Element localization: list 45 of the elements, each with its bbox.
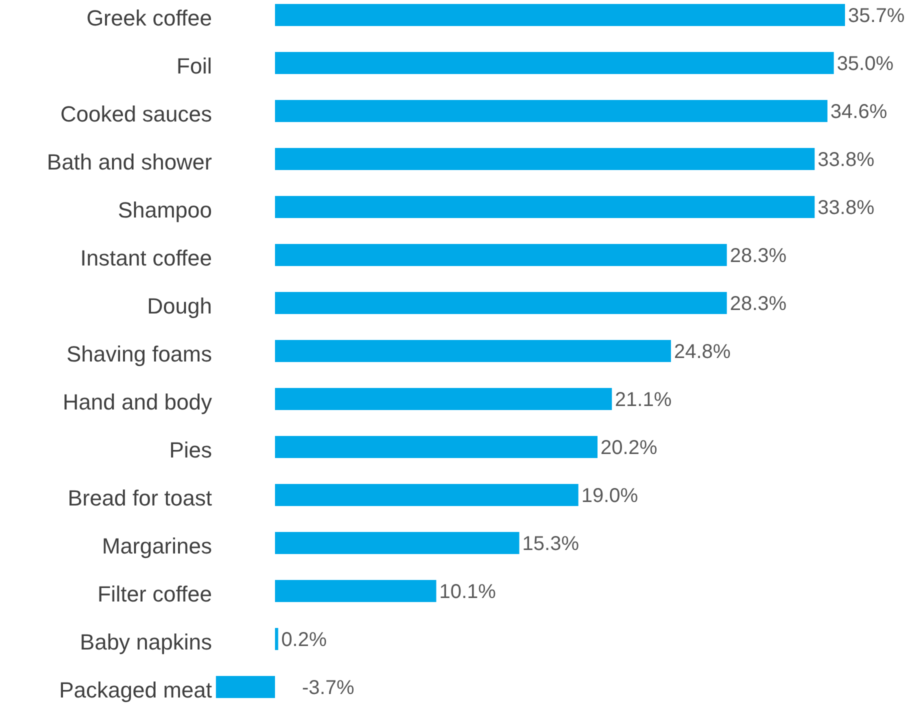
- bar: [275, 532, 520, 554]
- y-tick-label: Shampoo: [118, 198, 212, 223]
- bar: [275, 196, 815, 218]
- data-label: 34.6%: [830, 101, 888, 123]
- data-label: 19.0%: [581, 485, 638, 507]
- bar: [275, 244, 727, 266]
- bar: [275, 388, 612, 410]
- bar: [275, 628, 278, 650]
- bar: [275, 484, 578, 506]
- data-label: 28.3%: [730, 293, 787, 315]
- data-label: 35.7%: [848, 5, 905, 27]
- bar: [275, 100, 828, 122]
- y-tick-label: Margarines: [102, 534, 212, 559]
- y-tick-label: Instant coffee: [80, 246, 212, 271]
- y-tick-label: Cooked sauces: [60, 102, 212, 127]
- y-tick-label: Pies: [169, 438, 212, 463]
- y-tick-label: Packaged meat: [59, 678, 212, 703]
- bar: [275, 580, 436, 602]
- data-label: 20.2%: [600, 437, 658, 459]
- bar: [275, 436, 598, 458]
- data-label: 15.3%: [522, 533, 580, 555]
- y-tick-label: Baby napkins: [80, 630, 212, 655]
- bar: [216, 676, 275, 698]
- y-tick-label: Dough: [147, 294, 212, 319]
- y-tick-label: Bath and shower: [46, 150, 212, 175]
- data-label: 33.8%: [818, 149, 875, 171]
- y-tick-label: Bread for toast: [68, 486, 212, 511]
- data-label: 24.8%: [674, 341, 731, 363]
- y-tick-label: Shaving foams: [66, 342, 212, 367]
- data-label: 35.0%: [836, 53, 894, 75]
- data-label: -3.7%: [302, 677, 354, 699]
- bar: [275, 292, 727, 314]
- bar: [275, 148, 815, 170]
- y-tick-label: Filter coffee: [97, 582, 212, 607]
- data-label: 0.2%: [281, 629, 327, 651]
- y-tick-label: Hand and body: [62, 390, 212, 415]
- bar: [275, 52, 834, 74]
- data-label: 28.3%: [730, 245, 787, 267]
- data-label: 21.1%: [614, 389, 672, 411]
- data-label: 10.1%: [439, 581, 496, 603]
- y-tick-label: Greek coffee: [86, 6, 212, 31]
- bar: [275, 340, 671, 362]
- bar: [275, 4, 845, 26]
- y-tick-label: Foil: [176, 54, 212, 79]
- data-label: 33.8%: [818, 197, 875, 219]
